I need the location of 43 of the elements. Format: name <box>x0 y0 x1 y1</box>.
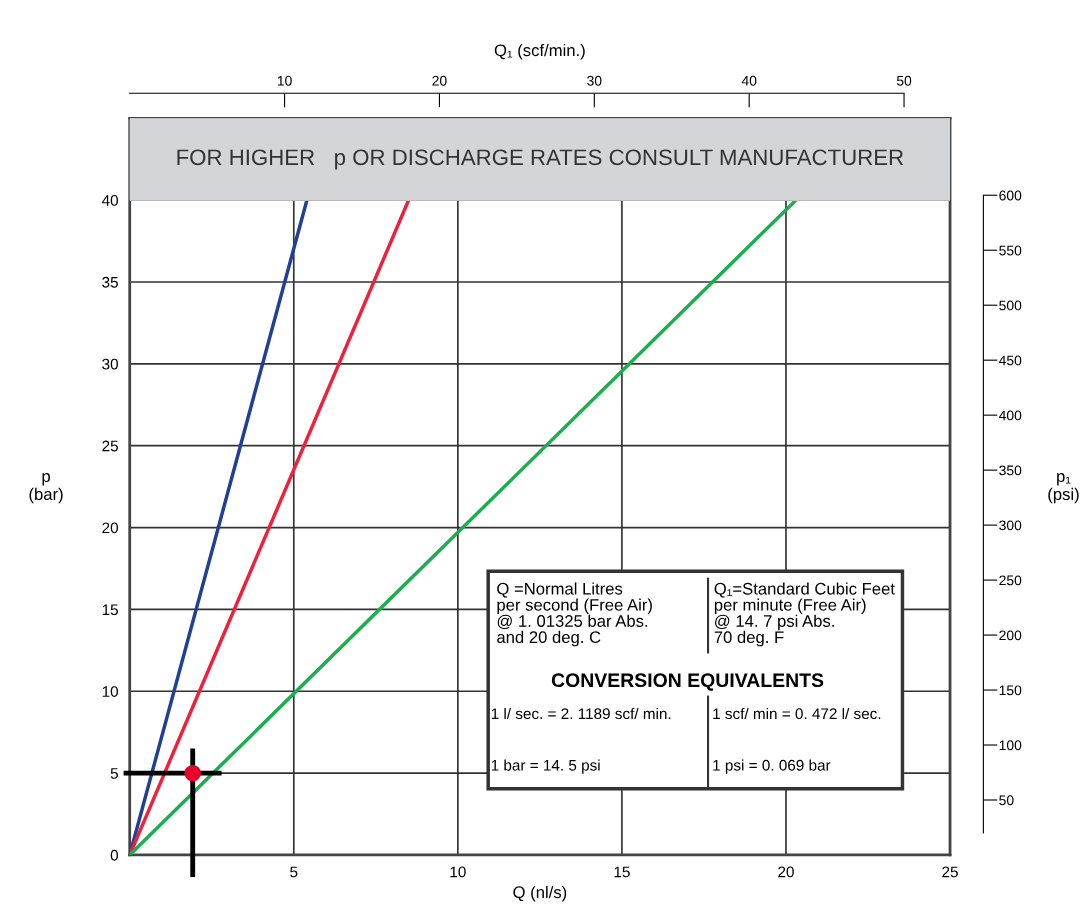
x-tick-label: 25 <box>942 866 958 878</box>
x2-tick-label: 50 <box>896 75 912 86</box>
y-tick-label: 30 <box>102 358 118 370</box>
y-tick-label: 0 <box>110 849 118 861</box>
annotation: 1 psi = 0. 069 bar <box>713 759 831 774</box>
y2-tick-label: 250 <box>999 575 1022 586</box>
x-tick-label: 15 <box>614 866 630 878</box>
annotation: 1 l/ sec. = 2. 1189 scf/ min. <box>491 707 671 720</box>
y2-tick-label: 350 <box>999 465 1022 476</box>
x2-tick-label: 20 <box>432 75 447 86</box>
x2-axis-title: Q₁ (scf/min.) <box>494 43 585 60</box>
y2-tick-label: 450 <box>998 355 1022 366</box>
y2-tick-label: 300 <box>999 520 1022 531</box>
y2-tick-label: 50 <box>999 795 1014 806</box>
y-tick-label: 20 <box>102 522 118 534</box>
x2-tick-label: 40 <box>741 75 757 86</box>
x-tick-label: 10 <box>450 866 466 878</box>
x2-tick-label: 10 <box>277 75 292 86</box>
x-tick-label: 5 <box>290 866 298 878</box>
annotation: Q₁=Standard Cubic Feet per minute (Free Air) @ 14. 7 psi Abs. 70 deg. F <box>714 582 895 647</box>
y-tick-label: 15 <box>102 604 118 616</box>
x-axis-title: Q (nl/s) <box>513 885 567 902</box>
x-tick-label: 20 <box>778 866 794 878</box>
y2-tick-label: 150 <box>999 685 1022 696</box>
annotation: Q =Normal Litres per second (Free Air) @ 1. 01325 bar Abs. and 20 deg. C <box>497 582 652 647</box>
annotation: CONVERSION EQUIVALENTS <box>551 673 824 691</box>
y-tick-label: 35 <box>102 276 118 288</box>
band-label: FOR HIGHER p OR DISCHARGE RATES CONSULT MANUFACTURER <box>177 149 904 170</box>
y-tick-label: 40 <box>101 195 118 206</box>
y2-tick-label: 550 <box>999 245 1022 256</box>
annotation: 1 scf/ min = 0. 472 l/ sec. <box>713 707 881 720</box>
y-tick-label: 25 <box>102 440 118 452</box>
x2-tick-label: 30 <box>587 75 602 86</box>
y2-axis-title: p₁ (psi) <box>1048 473 1079 504</box>
y2-tick-label: 400 <box>998 410 1022 421</box>
annotation: 1 bar = 14. 5 psi <box>491 759 600 774</box>
y2-tick-label: 600 <box>999 190 1022 201</box>
y-tick-label: 5 <box>110 768 118 779</box>
y2-tick-label: 200 <box>999 630 1022 641</box>
y-tick-label: 10 <box>102 686 118 697</box>
y2-tick-label: 500 <box>999 300 1022 311</box>
y2-tick-label: 100 <box>999 740 1022 751</box>
y-axis-title: p (bar) <box>29 473 63 504</box>
